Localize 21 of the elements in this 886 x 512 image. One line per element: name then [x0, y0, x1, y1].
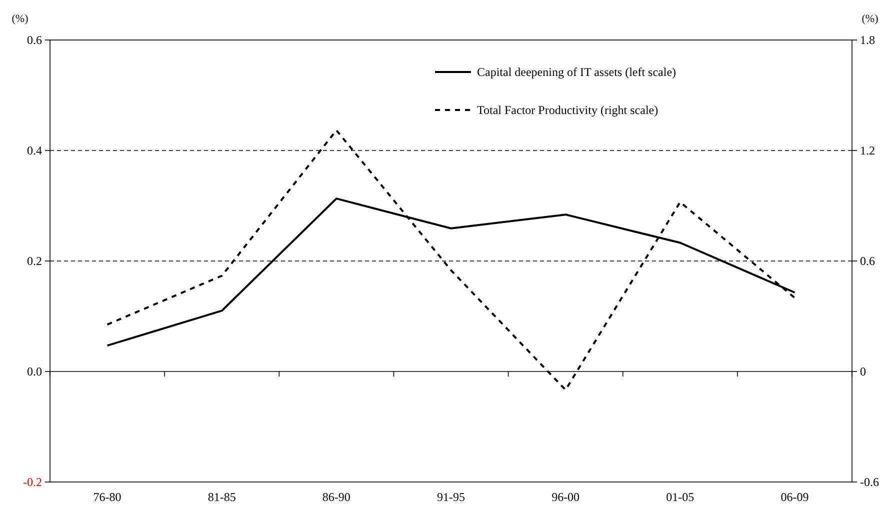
x-tick-label: 86-90 [322, 490, 350, 504]
y2-tick-label: 0 [860, 364, 866, 378]
y2-tick-label: -0.6 [860, 475, 879, 489]
y-tick-label: 0.4 [27, 144, 42, 158]
x-tick-label: 91-95 [437, 490, 465, 504]
x-tick-label: 96-00 [552, 490, 580, 504]
x-tick-label: 01-05 [666, 490, 694, 504]
x-tick-label: 76-80 [93, 490, 122, 504]
y2-tick-label: 1.2 [860, 144, 875, 158]
y2-axis-title: (%) [862, 13, 879, 25]
legend-label: Capital deepening of IT assets (left scale) [477, 65, 676, 79]
y-axis-title: (%) [12, 13, 29, 25]
y-tick-label: 0.0 [27, 364, 42, 378]
x-tick-label: 06-09 [780, 490, 809, 504]
legend-label: Total Factor Productivity (right scale) [477, 103, 658, 117]
y-tick-label: -0.2 [23, 475, 42, 489]
y2-tick-label: 1.8 [860, 33, 875, 47]
x-tick-label: 81-85 [208, 490, 236, 504]
y-tick-label: 0.6 [27, 33, 42, 47]
y2-tick-label: 0.6 [860, 254, 875, 268]
y-tick-label: 0.2 [27, 254, 42, 268]
